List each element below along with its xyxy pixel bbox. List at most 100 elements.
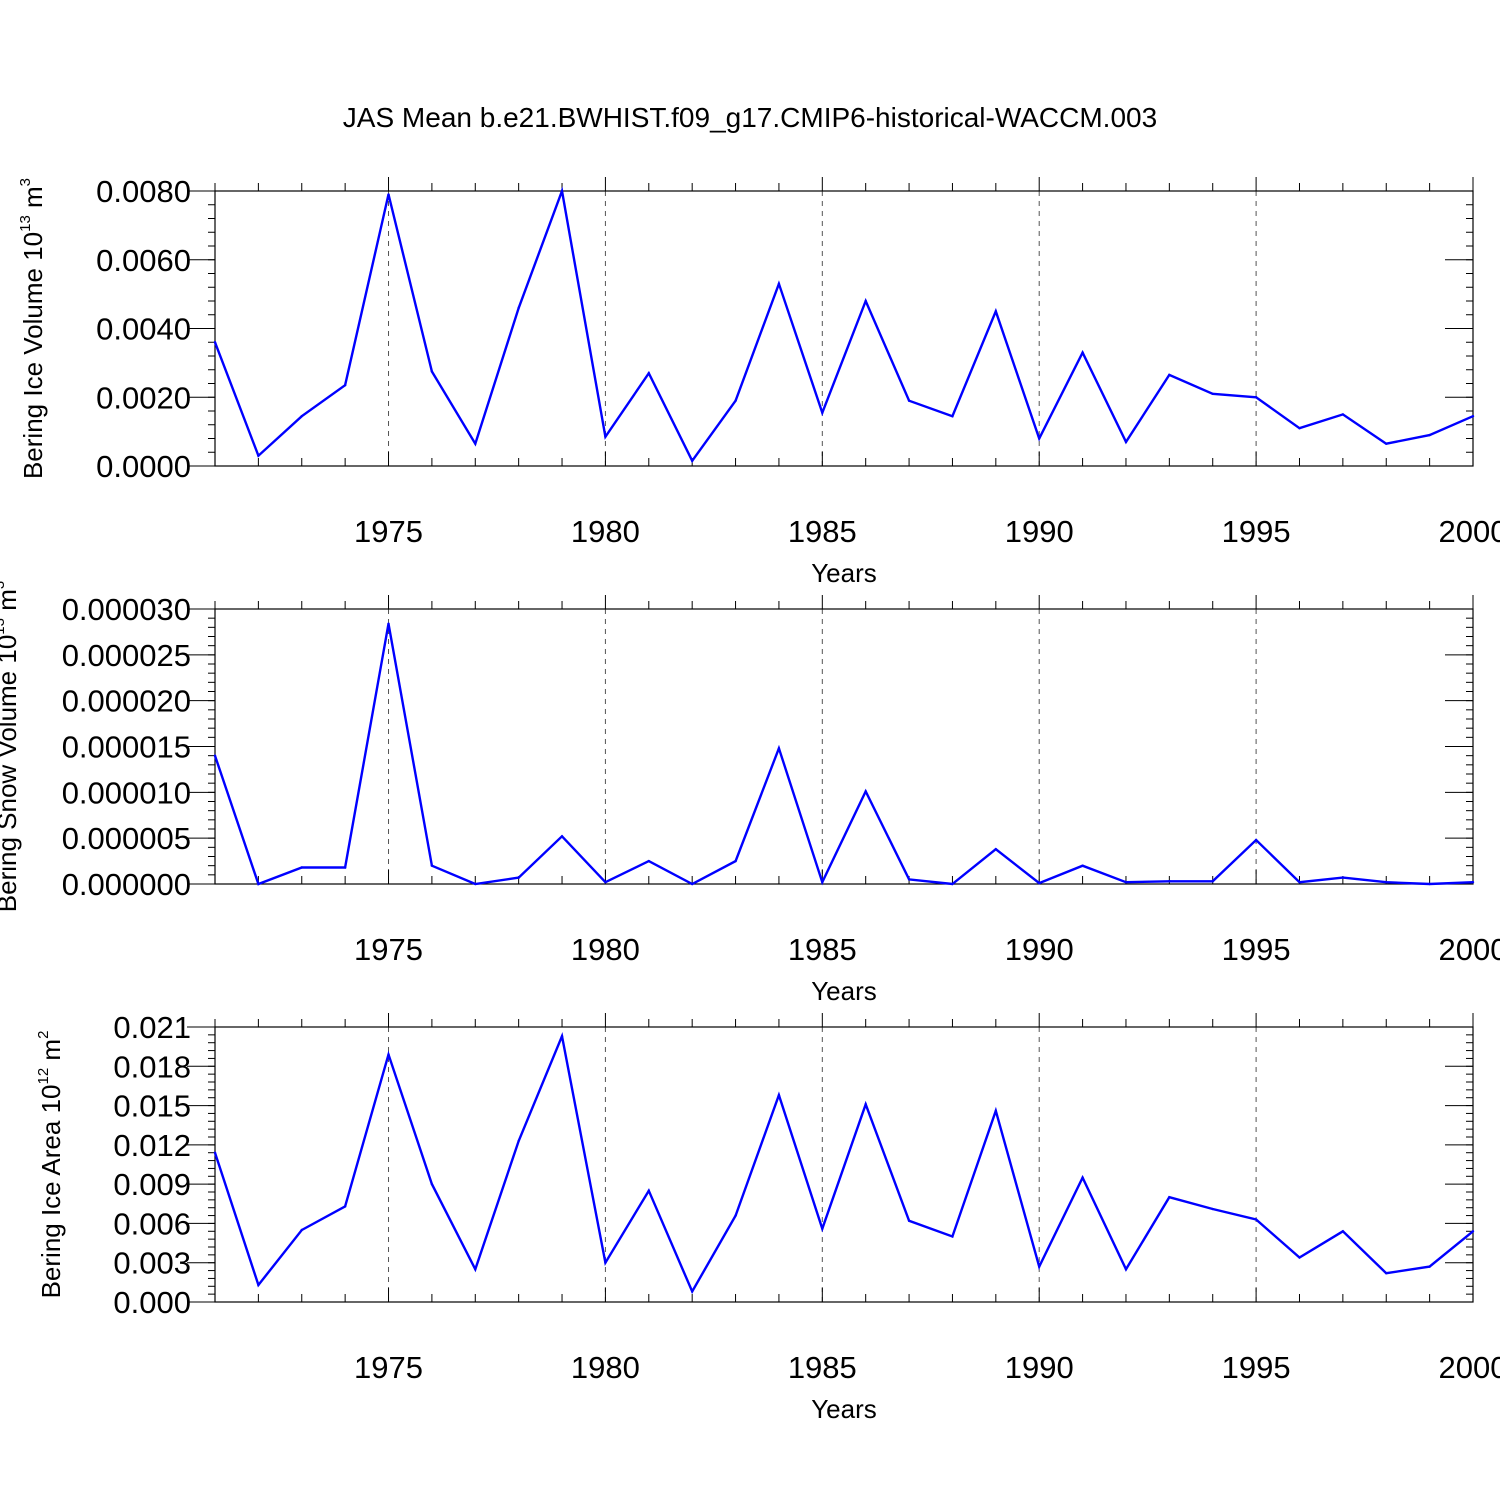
y-tick-label: 0.000020 bbox=[62, 684, 191, 719]
data-point-1980 bbox=[604, 435, 607, 438]
data-point-1973 bbox=[300, 1228, 303, 1232]
x-tick-label-1995: 1995 bbox=[1222, 932, 1291, 967]
data-point-1994 bbox=[1211, 880, 1214, 883]
data-point-1989 bbox=[994, 310, 998, 313]
data-point-1983 bbox=[734, 399, 737, 402]
data-point-1997 bbox=[1341, 413, 1345, 416]
data-point-1975 bbox=[387, 1053, 390, 1056]
data-point-1971 bbox=[213, 754, 217, 757]
series-line bbox=[213, 623, 1474, 886]
data-point-1982 bbox=[690, 1290, 694, 1293]
y-tick-label: 0.000 bbox=[113, 1285, 191, 1320]
data-point-1980 bbox=[604, 1261, 607, 1264]
chart-panel-3: 0.000 0.003 0.006 0.009 0.012 0.015 0.018 0.021… bbox=[35, 1010, 1500, 1424]
y-tick-label: 0.000000 bbox=[62, 867, 191, 902]
plot-frame bbox=[214, 1026, 1474, 1303]
x-axis-label: Years bbox=[811, 1394, 877, 1424]
data-point-1990 bbox=[1038, 1265, 1041, 1268]
data-point-1971 bbox=[213, 1151, 217, 1154]
data-point-1977 bbox=[474, 882, 477, 886]
data-point-1988 bbox=[951, 1235, 954, 1238]
data-point-1978 bbox=[517, 1139, 520, 1143]
y-tick-label: 0.0020 bbox=[96, 380, 191, 415]
data-point-1997 bbox=[1341, 1230, 1345, 1233]
x-tick-label-1980: 1980 bbox=[571, 1350, 640, 1385]
y-tick-label: 0.000030 bbox=[62, 592, 191, 627]
data-point-1999 bbox=[1428, 1265, 1431, 1268]
data-point-1996 bbox=[1298, 880, 1301, 884]
data-point-1975 bbox=[387, 193, 390, 196]
x-tick-label-2000: 2000 bbox=[1439, 514, 1500, 549]
data-point-1988 bbox=[951, 882, 954, 886]
data-point-1998 bbox=[1385, 880, 1388, 884]
data-point-1996 bbox=[1298, 1256, 1301, 1259]
x-tick-label-1990: 1990 bbox=[1005, 932, 1074, 967]
y-tick-label: 0.012 bbox=[113, 1128, 191, 1163]
data-point-1985 bbox=[821, 880, 824, 884]
data-point-1971 bbox=[213, 341, 217, 344]
series-line bbox=[213, 1032, 1474, 1295]
chart-panel-2: 0.000000 0.000005 0.000010 0.000015 0.000020… bbox=[0, 581, 1500, 1006]
data-point-1986 bbox=[864, 1103, 867, 1106]
x-axis-label: Years bbox=[811, 558, 877, 588]
data-point-1990 bbox=[1038, 437, 1041, 440]
data-point-1981 bbox=[647, 1189, 650, 1192]
data-point-1982 bbox=[690, 459, 694, 463]
y-axis-label: Bering Snow Volume 1013 m3 bbox=[0, 581, 22, 912]
data-point-1994 bbox=[1211, 392, 1214, 396]
data-point-1989 bbox=[994, 847, 998, 851]
x-tick-label-1985: 1985 bbox=[788, 514, 857, 549]
data-point-2000 bbox=[1471, 414, 1475, 418]
y-tick-label: 0.0000 bbox=[96, 449, 191, 484]
y-tick-label: 0.000010 bbox=[62, 775, 191, 810]
data-point-1998 bbox=[1385, 442, 1388, 445]
data-point-1975 bbox=[387, 622, 390, 625]
x-tick-label-1975: 1975 bbox=[354, 1350, 423, 1385]
data-point-1992 bbox=[1124, 440, 1128, 444]
x-tick-label-1995: 1995 bbox=[1222, 514, 1291, 549]
y-tick-label: 0.000025 bbox=[62, 638, 191, 673]
x-tick-label-1975: 1975 bbox=[354, 932, 423, 967]
data-point-1977 bbox=[474, 442, 477, 445]
y-axis-label: Bering Ice Volume 1013 m3 bbox=[17, 178, 48, 479]
x-tick-label-1990: 1990 bbox=[1005, 1350, 1074, 1385]
data-point-1991 bbox=[1081, 864, 1084, 867]
data-point-1972 bbox=[257, 454, 260, 457]
data-point-1978 bbox=[517, 306, 520, 310]
data-point-1985 bbox=[821, 1227, 824, 1230]
data-point-1984 bbox=[777, 747, 781, 750]
data-point-1980 bbox=[604, 880, 607, 884]
data-point-1988 bbox=[951, 414, 954, 418]
x-tick-label-1995: 1995 bbox=[1222, 1350, 1291, 1385]
x-tick-label-2000: 2000 bbox=[1439, 932, 1500, 967]
data-point-1987 bbox=[907, 1219, 911, 1223]
y-tick-label: 0.018 bbox=[113, 1049, 191, 1084]
x-tick-label-1990: 1990 bbox=[1005, 514, 1074, 549]
y-tick-label: 0.0040 bbox=[96, 312, 191, 347]
y-tick-label: 0.0060 bbox=[96, 243, 191, 278]
x-tick-label-2000: 2000 bbox=[1439, 1350, 1500, 1385]
data-point-1997 bbox=[1341, 876, 1345, 879]
y-tick-label: 0.009 bbox=[113, 1167, 191, 1202]
data-point-1991 bbox=[1081, 1176, 1084, 1179]
data-point-1998 bbox=[1385, 1271, 1388, 1275]
data-point-1993 bbox=[1168, 373, 1171, 377]
series-line bbox=[213, 186, 1474, 464]
data-point-1982 bbox=[690, 882, 694, 886]
data-point-1995 bbox=[1254, 838, 1258, 842]
data-point-1990 bbox=[1038, 881, 1041, 885]
data-point-1974 bbox=[343, 384, 347, 387]
data-point-1978 bbox=[517, 876, 520, 879]
y-tick-label: 0.021 bbox=[113, 1010, 191, 1045]
data-point-1976 bbox=[430, 1182, 434, 1186]
data-point-1992 bbox=[1124, 880, 1128, 884]
y-axis-label: Bering Ice Area 1012 m2 bbox=[35, 1031, 66, 1299]
data-point-1999 bbox=[1428, 882, 1431, 886]
data-point-2000 bbox=[1471, 1230, 1475, 1233]
y-tick-label: 0.015 bbox=[113, 1089, 191, 1124]
data-point-1986 bbox=[864, 299, 867, 303]
data-point-1976 bbox=[430, 370, 434, 373]
data-point-1972 bbox=[257, 882, 260, 886]
